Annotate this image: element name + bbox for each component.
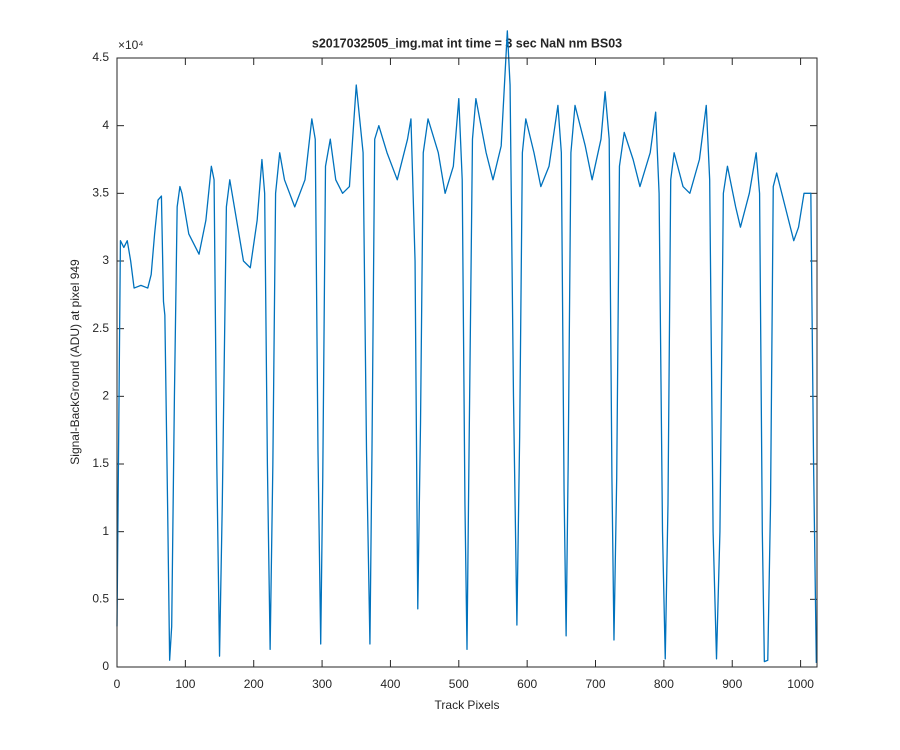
- x-tick-label: 800: [654, 677, 674, 691]
- x-tick-label: 0: [114, 677, 121, 691]
- y-tick-label: 0: [102, 659, 109, 673]
- y-axis-label: Signal-BackGround (ADU) at pixel 949: [68, 259, 82, 465]
- x-tick-label: 100: [175, 677, 195, 691]
- y-tick-label: 2.5: [92, 321, 109, 335]
- y-tick-label: 2: [102, 389, 109, 403]
- x-tick-label: 900: [722, 677, 742, 691]
- x-tick-label: 200: [244, 677, 264, 691]
- x-tick-label: 700: [586, 677, 606, 691]
- y-tick-label: 3.5: [92, 186, 109, 200]
- y-multiplier: ×10⁴: [118, 38, 144, 52]
- y-tick-label: 3: [102, 253, 109, 267]
- y-tick-label: 1.5: [92, 456, 109, 470]
- plot-area: [117, 58, 817, 667]
- x-tick-label: 400: [380, 677, 400, 691]
- y-tick-label: 1: [102, 524, 109, 538]
- data-line: [116, 30, 817, 663]
- chart-title: s2017032505_img.mat int time = 3 sec NaN…: [312, 36, 622, 50]
- y-tick-label: 4: [102, 118, 109, 132]
- x-tick-label: 1000: [787, 677, 814, 691]
- x-tick-label: 500: [449, 677, 469, 691]
- x-axis-label: Track Pixels: [435, 698, 500, 712]
- x-tick-label: 600: [517, 677, 537, 691]
- x-tick-label: 300: [312, 677, 332, 691]
- axes-box: [116, 57, 818, 668]
- y-tick-label: 4.5: [92, 50, 109, 64]
- y-tick-label: 0.5: [92, 592, 109, 606]
